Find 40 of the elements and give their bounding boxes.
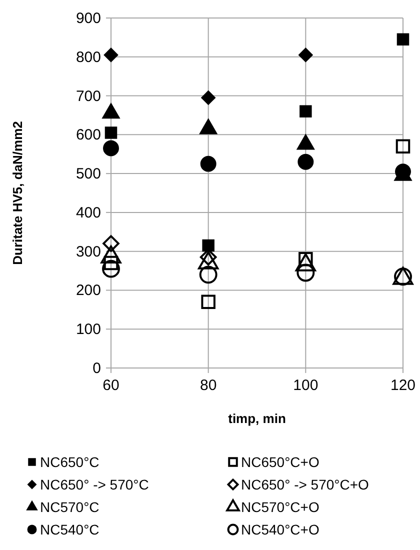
y-tick-label: 700 xyxy=(76,88,101,105)
point xyxy=(103,140,119,156)
legend-label: NC540°C+O xyxy=(241,522,320,538)
y-tick-label: 100 xyxy=(76,321,101,338)
x-tick-label: 120 xyxy=(390,377,416,394)
y-tick-label: 600 xyxy=(76,126,101,144)
y-tick-label: 0 xyxy=(92,360,101,377)
legend-label: NC570°C+O xyxy=(241,499,320,515)
point xyxy=(104,48,118,62)
x-axis-title: timp, min xyxy=(228,411,286,426)
x-tick-label: 100 xyxy=(293,377,318,394)
x-tick-label: 60 xyxy=(102,377,120,394)
point xyxy=(102,235,120,252)
y-tick-label: 400 xyxy=(76,204,101,222)
point xyxy=(102,260,120,278)
point xyxy=(200,90,216,106)
point xyxy=(202,239,214,252)
legend-label: NC570°C xyxy=(40,499,100,515)
point xyxy=(396,139,410,154)
point xyxy=(396,33,410,46)
point xyxy=(298,154,314,170)
x-tick-label: 80 xyxy=(200,377,217,394)
legend-label: NC650°C xyxy=(40,454,100,470)
legend-label: NC540°C xyxy=(40,522,100,538)
y-axis-title: Duritate HV5, daN/mm2 xyxy=(10,121,25,265)
point xyxy=(298,48,314,62)
y-tick-label: 900 xyxy=(76,10,101,27)
point xyxy=(199,266,218,284)
legend-label: NC650° -> 570°C+O xyxy=(241,476,370,492)
y-tick-label: 300 xyxy=(76,243,101,260)
point xyxy=(300,105,312,118)
y-tick-label: 200 xyxy=(76,282,101,300)
point xyxy=(200,156,216,172)
y-tick-label: 500 xyxy=(76,166,101,183)
legend-label: NC650° -> 570°C xyxy=(40,476,149,492)
y-tick-label: 800 xyxy=(76,48,101,66)
point xyxy=(201,294,216,310)
point xyxy=(296,264,315,282)
point xyxy=(104,126,118,139)
legend-label: NC650°C+O xyxy=(241,454,320,470)
